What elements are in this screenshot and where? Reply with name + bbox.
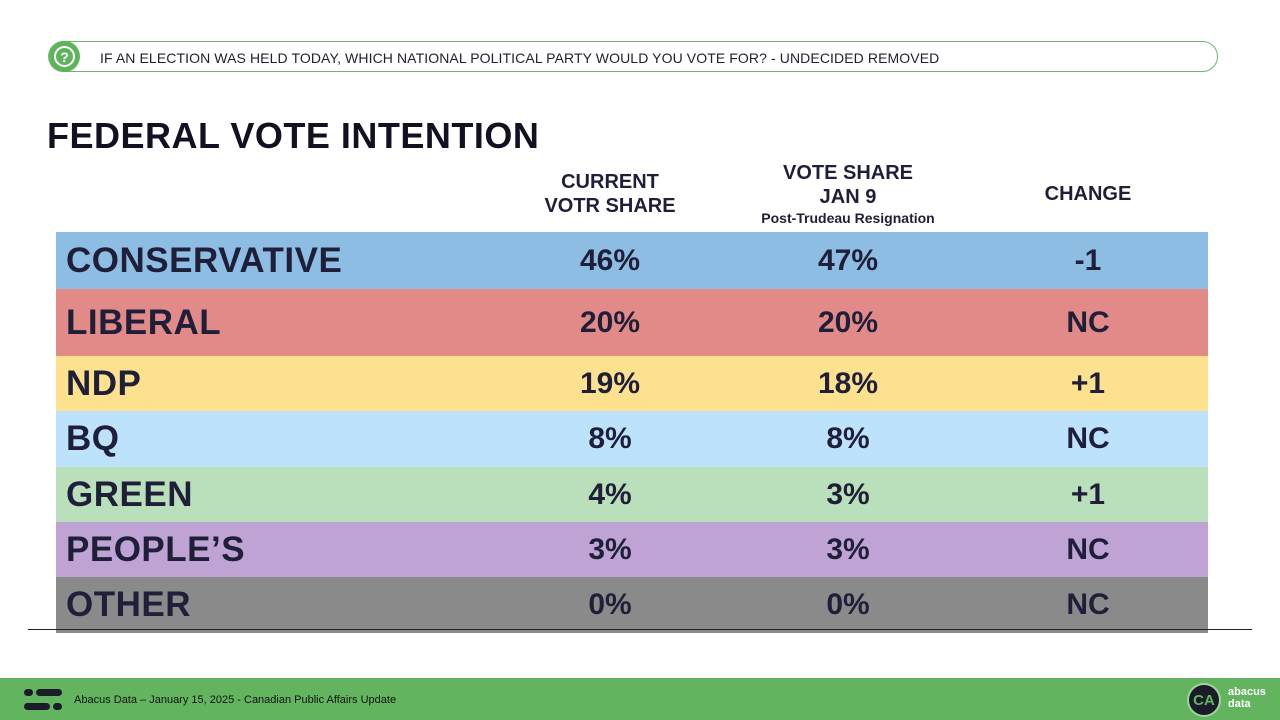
current-share-value: 46% bbox=[579, 243, 641, 277]
column-header-current-line2: VOTR SHARE bbox=[544, 195, 676, 217]
jan9-share-value: 8% bbox=[826, 422, 870, 455]
change-value: +1 bbox=[1070, 477, 1106, 511]
question-icon: ? bbox=[49, 41, 80, 72]
column-header-jan9-line1: VOTE SHARE bbox=[782, 162, 914, 184]
column-header-current-line1: CURRENT bbox=[561, 171, 659, 193]
logo-word-line2: data bbox=[1228, 698, 1251, 710]
party-label: PEOPLE’S bbox=[66, 529, 246, 569]
party-label: LIBERAL bbox=[66, 302, 222, 342]
current-share-value: 19% bbox=[579, 366, 641, 400]
change-value: NC bbox=[1066, 422, 1110, 455]
jan9-share-value: 3% bbox=[826, 477, 870, 511]
current-share-value: 4% bbox=[588, 477, 632, 511]
divider-line bbox=[28, 629, 1252, 630]
column-header-change: CHANGE bbox=[1044, 183, 1132, 205]
question-text: IF AN ELECTION WAS HELD TODAY, WHICH NAT… bbox=[100, 50, 940, 66]
current-share-value: 8% bbox=[588, 422, 632, 455]
footer-text: Abacus Data – January 15, 2025 - Canadia… bbox=[74, 694, 397, 706]
column-header-current: CURRENT VOTR SHARE bbox=[510, 170, 710, 218]
abacus-logo-icon: CA bbox=[1187, 683, 1221, 717]
current-share-value: 20% bbox=[579, 305, 641, 339]
jan9-share-value: 3% bbox=[826, 532, 870, 566]
column-header-jan9-subtitle: Post-Trudeau Resignation bbox=[761, 210, 935, 226]
footer: Abacus Data – January 15, 2025 - Canadia… bbox=[0, 678, 1280, 720]
jan9-share-value: 47% bbox=[817, 243, 879, 277]
logo-word-line1: abacus bbox=[1228, 686, 1266, 698]
party-label: OTHER bbox=[66, 585, 191, 624]
change-value: +1 bbox=[1070, 366, 1106, 400]
change-value: NC bbox=[1066, 532, 1110, 566]
table-row: BQ 8% 8% NC bbox=[56, 411, 1208, 467]
table-row: NDP 19% 18% +1 bbox=[56, 356, 1208, 411]
vote-table: CONSERVATIVE 46% 47% -1 LIBERAL 20% 20% NC NDP 19… bbox=[56, 232, 1208, 633]
table-row: LIBERAL 20% 20% NC bbox=[56, 289, 1208, 356]
current-share-value: 3% bbox=[588, 532, 632, 566]
table-row: OTHER 0% 0% NC bbox=[56, 577, 1208, 633]
table-row: GREEN 4% 3% +1 bbox=[56, 467, 1208, 522]
jan9-share-value: 0% bbox=[826, 588, 870, 621]
column-header-jan9: VOTE SHARE JAN 9 Post-Trudeau Resignatio… bbox=[748, 161, 948, 227]
question-banner: ? IF AN ELECTION WAS HELD TODAY, WHICH N… bbox=[48, 41, 1218, 72]
column-header-jan9-line2: JAN 9 bbox=[819, 186, 877, 208]
change-value: -1 bbox=[1074, 243, 1102, 277]
table-row: PEOPLE’S 3% 3% NC bbox=[56, 522, 1208, 577]
change-value: NC bbox=[1066, 588, 1110, 621]
current-share-value: 0% bbox=[588, 588, 632, 621]
party-label: BQ bbox=[66, 419, 120, 458]
jan9-share-value: 18% bbox=[817, 366, 879, 400]
party-label: GREEN bbox=[66, 474, 193, 514]
page-title: FEDERAL VOTE INTENTION bbox=[47, 115, 540, 156]
change-value: NC bbox=[1066, 305, 1110, 339]
party-label: NDP bbox=[66, 363, 142, 403]
table-row: CONSERVATIVE 46% 47% -1 bbox=[56, 232, 1208, 289]
jan9-share-value: 20% bbox=[817, 305, 879, 339]
abacus-logo-wordmark: abacus data bbox=[1228, 686, 1266, 710]
party-label: CONSERVATIVE bbox=[66, 240, 343, 280]
abacus-mark-icon bbox=[24, 689, 62, 710]
